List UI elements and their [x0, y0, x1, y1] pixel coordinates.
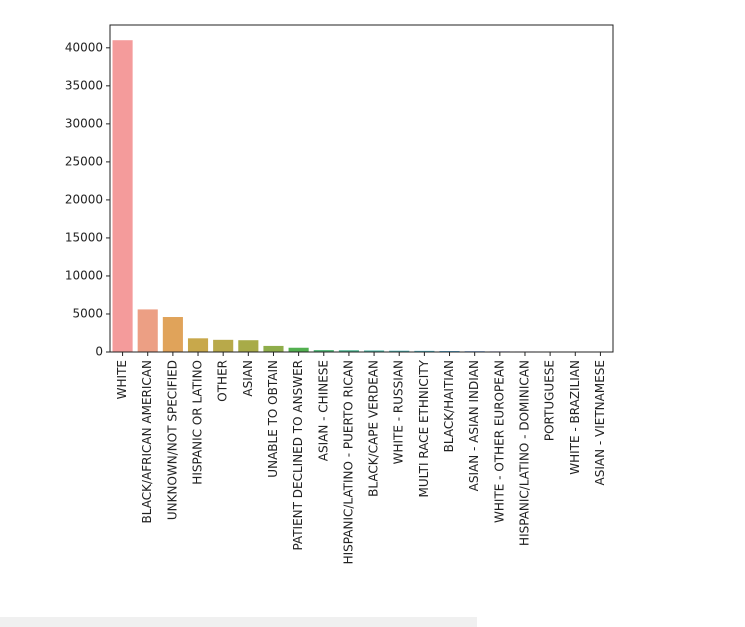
x-tick-label: WHITE - BRAZILIAN — [568, 360, 582, 475]
bar-1 — [137, 309, 158, 352]
x-tick-label: PATIENT DECLINED TO ANSWER — [291, 360, 305, 551]
y-tick-label: 30000 — [65, 116, 103, 130]
bar-6 — [263, 345, 284, 352]
bar-8 — [313, 350, 334, 352]
y-axis-ticks: 0 5000 10000 15000 20000 25000 30000 35000 40000 — [65, 40, 110, 359]
bar-2 — [162, 317, 183, 352]
x-tick-label: HISPANIC OR LATINO — [191, 360, 205, 485]
x-tick-label: UNABLE TO OBTAIN — [266, 360, 280, 478]
x-tick-label: ASIAN - VIETNAMESE — [593, 360, 607, 486]
x-tick-label: HISPANIC/LATINO - DOMINICAN — [517, 360, 531, 546]
y-tick-label: 35000 — [65, 78, 103, 92]
x-axis-ticks: WHITE BLACK/AFRICAN AMERICAN UNKNOWN/NOT S… — [115, 352, 607, 564]
horizontal-scrollbar[interactable] — [0, 617, 477, 627]
plot-frame — [109, 24, 614, 353]
bars-group — [112, 40, 611, 353]
y-tick-label: 0 — [95, 345, 103, 359]
bar-7 — [288, 347, 309, 352]
x-tick-label: UNKNOWN/NOT SPECIFIED — [165, 360, 179, 520]
y-tick-label: 5000 — [72, 306, 103, 320]
x-tick-label: BLACK/HAITIAN — [442, 360, 456, 452]
x-tick-label: ASIAN - CHINESE — [316, 360, 330, 461]
bar-5 — [238, 340, 259, 352]
x-tick-label: BLACK/CAPE VERDEAN — [367, 360, 381, 497]
x-tick-label: ASIAN — [241, 360, 255, 397]
y-tick-label: 20000 — [65, 192, 103, 206]
x-tick-label: HISPANIC/LATINO - PUERTO RICAN — [341, 360, 355, 564]
bar-3 — [187, 338, 209, 352]
x-tick-label: PORTUGUESE — [543, 360, 557, 441]
x-tick-label: WHITE - OTHER EUROPEAN — [492, 360, 506, 523]
bar-9 — [338, 350, 359, 352]
y-tick-label: 10000 — [65, 268, 103, 282]
x-tick-label: BLACK/AFRICAN AMERICAN — [140, 360, 154, 523]
x-tick-label: WHITE — [115, 360, 129, 399]
x-tick-label: MULTI RACE ETHNICITY — [417, 359, 431, 497]
bar-11 — [389, 350, 410, 352]
y-tick-label: 40000 — [65, 40, 103, 54]
bar-4 — [213, 339, 234, 352]
bar-10 — [364, 350, 385, 352]
bar-0 — [112, 40, 133, 353]
x-tick-label: OTHER — [216, 360, 230, 402]
x-tick-label: WHITE - RUSSIAN — [392, 360, 406, 464]
bar-12 — [414, 350, 435, 352]
x-tick-label: ASIAN - ASIAN INDIAN — [467, 360, 481, 491]
y-tick-label: 25000 — [65, 154, 103, 168]
y-tick-label: 15000 — [65, 230, 103, 244]
